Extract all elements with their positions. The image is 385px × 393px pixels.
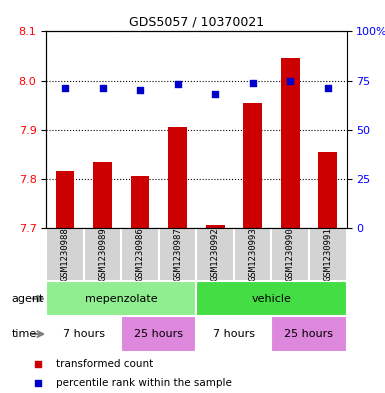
FancyBboxPatch shape [196,281,346,316]
Text: GSM1230988: GSM1230988 [60,228,69,281]
Text: GSM1230989: GSM1230989 [98,228,107,281]
FancyBboxPatch shape [271,228,309,281]
Bar [131,176,149,228]
Text: percentile rank within the sample: percentile rank within the sample [56,378,232,388]
Text: mepenzolate: mepenzolate [85,294,157,304]
Text: 25 hours: 25 hours [285,329,333,339]
Text: GSM1230986: GSM1230986 [136,228,144,281]
Bar [281,59,300,228]
Text: GSM1230993: GSM1230993 [248,228,257,281]
Text: GSM1230987: GSM1230987 [173,228,182,281]
Text: GSM1230991: GSM1230991 [323,228,332,281]
Point [249,79,256,86]
Point [325,85,331,92]
FancyBboxPatch shape [234,228,271,281]
FancyBboxPatch shape [46,228,84,281]
Point [174,81,181,88]
Text: transformed count: transformed count [56,358,153,369]
Title: GDS5057 / 10370021: GDS5057 / 10370021 [129,16,264,29]
Text: GSM1230992: GSM1230992 [211,228,219,281]
Text: time: time [12,329,37,339]
Bar [168,127,187,228]
FancyBboxPatch shape [196,316,271,352]
Point [35,360,41,367]
Text: GSM1230990: GSM1230990 [286,228,295,281]
FancyBboxPatch shape [121,228,159,281]
Text: agent: agent [12,294,44,304]
Point [212,91,218,97]
FancyBboxPatch shape [159,228,196,281]
Text: 7 hours: 7 hours [213,329,255,339]
Point [35,380,41,386]
Bar [318,152,337,228]
FancyBboxPatch shape [84,228,121,281]
FancyBboxPatch shape [46,316,121,352]
FancyBboxPatch shape [121,316,196,352]
Bar [206,226,224,228]
Text: 7 hours: 7 hours [63,329,105,339]
FancyBboxPatch shape [46,281,196,316]
FancyBboxPatch shape [271,316,346,352]
Point [62,85,68,92]
Bar [55,171,74,228]
Bar [243,103,262,228]
Bar [93,162,112,228]
Point [99,85,105,92]
Point [287,77,293,84]
Point [137,87,143,94]
FancyBboxPatch shape [196,228,234,281]
Text: vehicle: vehicle [251,294,291,304]
FancyBboxPatch shape [309,228,346,281]
Text: 25 hours: 25 hours [134,329,183,339]
